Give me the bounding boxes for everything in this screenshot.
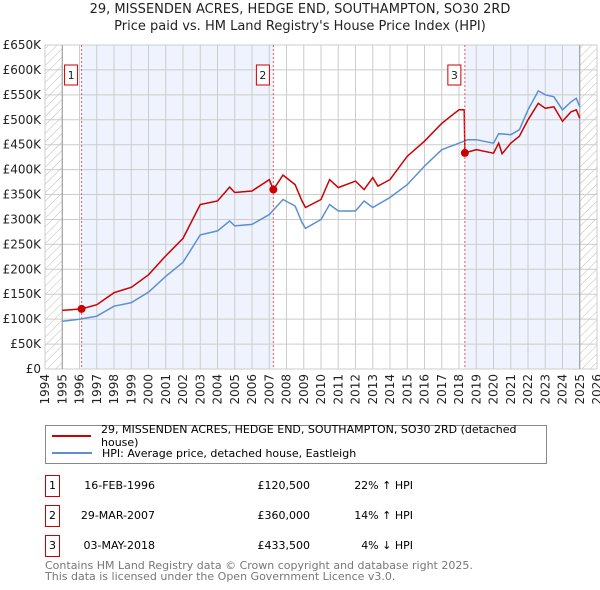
- transaction-price: £360,000: [257, 509, 311, 522]
- y-tick-label: £0: [26, 362, 41, 376]
- property-price-line: [62, 102, 581, 312]
- transaction-date: 03-MAY-2018: [83, 539, 155, 552]
- x-tick-label: 1999: [124, 374, 138, 405]
- x-tick-label: 1995: [55, 374, 69, 405]
- sale-label-box: [255, 64, 270, 86]
- x-tick-label: 2022: [521, 374, 535, 405]
- sale-label: 2: [259, 69, 266, 82]
- x-tick-label: 2005: [228, 374, 242, 405]
- x-tick-label: 2009: [297, 374, 311, 405]
- x-tick-label: 2004: [211, 374, 225, 405]
- x-tick-label: 2020: [487, 374, 501, 405]
- y-tick-label: £500K: [3, 113, 43, 127]
- x-tick-label: 2001: [159, 374, 173, 405]
- hatched-region: [579, 45, 597, 369]
- sale-point: [77, 304, 86, 313]
- transaction-row: 3 03-MAY-2018 £433,500 4% ↓ HPI: [45, 535, 565, 559]
- hpi-line: [62, 89, 581, 323]
- footer-line1: Contains HM Land Registry data © Crown c…: [45, 559, 473, 572]
- x-tick-label: 2019: [469, 374, 483, 405]
- x-tick-label: 2018: [452, 374, 466, 405]
- y-tick-label: £50K: [10, 337, 42, 351]
- x-tick-label: 2023: [538, 374, 552, 405]
- legend-red-line: [52, 435, 91, 437]
- x-tick-label: 2017: [435, 374, 449, 405]
- x-tick-label: 2002: [176, 374, 190, 405]
- x-tick-label: 2025: [573, 374, 587, 405]
- sale-label-box: [447, 64, 462, 86]
- x-tick-label: 2012: [349, 374, 363, 405]
- transaction-row: 1 16-FEB-1996 £120,500 22% ↑ HPI: [45, 475, 565, 499]
- chart-subtitle: Price paid vs. HM Land Registry's House …: [114, 19, 486, 34]
- y-tick-label: £250K: [3, 237, 43, 251]
- transaction-date: 16-FEB-1996: [84, 479, 155, 492]
- sale-label-box: [64, 64, 79, 86]
- sale-point: [460, 148, 469, 157]
- x-tick-label: 1998: [107, 374, 121, 405]
- legend-blue-line: [52, 452, 92, 454]
- x-tick-label: 1994: [38, 374, 52, 405]
- y-tick-label: £350K: [3, 188, 43, 202]
- x-tick-label: 2000: [142, 374, 156, 405]
- legend-property: 29, MISSENDEN ACRES, HEDGE END, SOUTHAMP…: [101, 423, 517, 449]
- transaction-row: 2 29-MAR-2007 £360,000 14% ↑ HPI: [45, 505, 565, 529]
- y-tick-label: £300K: [3, 212, 43, 226]
- x-tick-label: 2003: [193, 374, 207, 405]
- x-tick-label: 2006: [245, 374, 259, 405]
- x-tick-label: 2011: [331, 374, 345, 405]
- x-tick-label: 2015: [400, 374, 414, 405]
- x-tick-label: 2007: [262, 374, 276, 405]
- x-tick-label: 1996: [73, 374, 87, 405]
- sale-point: [269, 185, 278, 194]
- sale-label: 1: [68, 69, 75, 82]
- y-tick-label: £650K: [3, 38, 43, 52]
- y-tick-label: £150K: [3, 287, 43, 301]
- y-tick-label: £450K: [3, 138, 43, 152]
- y-tick-label: £600K: [3, 63, 43, 77]
- chart-title: 29, MISSENDEN ACRES, HEDGE END, SOUTHAMP…: [89, 2, 511, 17]
- transaction-price: £433,500: [257, 539, 311, 552]
- x-tick-label: 2021: [504, 374, 518, 405]
- x-tick-label: 2013: [366, 374, 380, 405]
- transaction-price: £120,500: [257, 479, 311, 492]
- transaction-hpi: 22% ↑ HPI: [354, 479, 413, 492]
- transaction-date: 29-MAR-2007: [80, 509, 155, 522]
- x-tick-label: 2008: [280, 374, 294, 405]
- x-tick-label: 2026: [590, 374, 600, 405]
- x-tick-label: 2016: [418, 374, 432, 405]
- footer-line2: This data is licensed under the Open Gov…: [45, 570, 396, 583]
- shaded-period: [81, 45, 274, 369]
- transaction-hpi: 14% ↑ HPI: [354, 509, 413, 522]
- y-tick-label: £400K: [3, 163, 43, 177]
- legend-hpi: HPI: Average price, detached house, East…: [102, 446, 357, 460]
- footer: Contains HM Land Registry data © Crown c…: [45, 560, 473, 582]
- shaded-period: [464, 45, 580, 369]
- x-tick-label: 1997: [90, 374, 104, 405]
- sale-label: 3: [451, 69, 458, 82]
- transaction-number: 3: [45, 535, 60, 557]
- transaction-number: 2: [45, 505, 60, 527]
- y-tick-label: £200K: [3, 262, 43, 276]
- transaction-hpi: 4% ↓ HPI: [361, 539, 413, 552]
- x-tick-label: 2024: [556, 374, 570, 405]
- x-tick-label: 2014: [383, 374, 397, 405]
- x-tick-label: 2010: [314, 374, 328, 405]
- y-tick-label: £100K: [3, 312, 43, 326]
- y-tick-label: £550K: [3, 88, 43, 102]
- transaction-number: 1: [45, 475, 60, 497]
- hatched-region: [45, 45, 63, 369]
- legend: 29, MISSENDEN ACRES, HEDGE END, SOUTHAMP…: [45, 423, 547, 464]
